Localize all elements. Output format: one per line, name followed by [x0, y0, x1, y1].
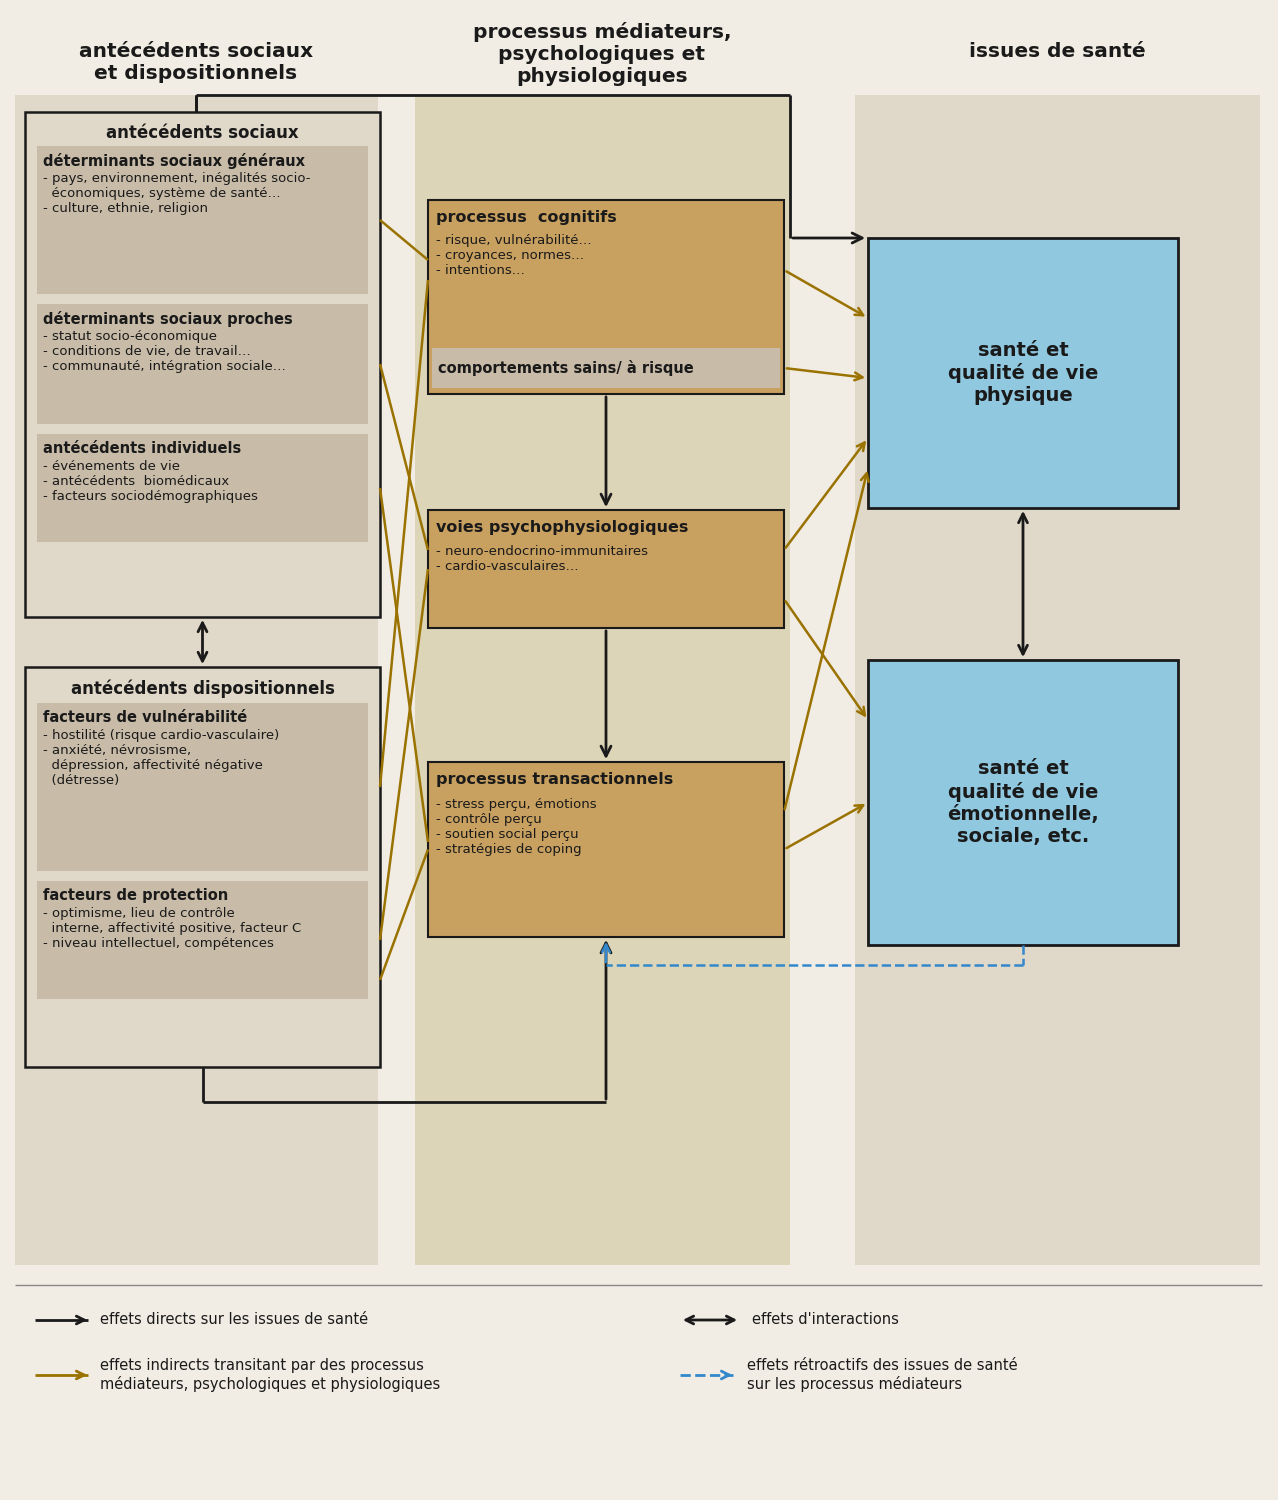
Text: processus transactionnels: processus transactionnels: [436, 772, 674, 788]
Bar: [37, 704, 368, 872]
Text: comportements sains/ à risque: comportements sains/ à risque: [438, 360, 694, 376]
Text: - stress perçu, émotions
- contrôle perçu
- soutien social perçu
- stratégies de: - stress perçu, émotions - contrôle perç…: [436, 798, 597, 856]
Text: antécédents dispositionnels: antécédents dispositionnels: [70, 680, 335, 698]
Text: effets rétroactifs des issues de santé
sur les processus médiateurs: effets rétroactifs des issues de santé s…: [748, 1358, 1017, 1392]
Text: antécédents individuels: antécédents individuels: [43, 441, 242, 456]
Text: - risque, vulnérabilité…
- croyances, normes…
- intentions…: - risque, vulnérabilité… - croyances, no…: [436, 234, 592, 278]
Text: effets d'interactions: effets d'interactions: [751, 1312, 898, 1328]
Text: santé et
qualité de vie
émotionnelle,
sociale, etc.: santé et qualité de vie émotionnelle, so…: [947, 759, 1099, 846]
Text: santé et
qualité de vie
physique: santé et qualité de vie physique: [948, 340, 1098, 405]
Text: - neuro-endocrino-immunitaires
- cardio-vasculaires…: - neuro-endocrino-immunitaires - cardio-…: [436, 544, 648, 573]
Bar: [37, 304, 368, 424]
Text: effets directs sur les issues de santé: effets directs sur les issues de santé: [100, 1312, 368, 1328]
Text: - pays, environnement, inégalités socio-
  économiques, système de santé…
- cult: - pays, environnement, inégalités socio-…: [43, 172, 311, 214]
Text: issues de santé: issues de santé: [969, 42, 1145, 62]
Text: processus  cognitifs: processus cognitifs: [436, 210, 617, 225]
Bar: [26, 112, 380, 616]
Text: antécédents sociaux: antécédents sociaux: [106, 124, 299, 142]
Bar: [415, 94, 790, 1264]
Text: antécédents sociaux
et dispositionnels: antécédents sociaux et dispositionnels: [79, 42, 313, 82]
Bar: [15, 94, 378, 1264]
Bar: [432, 348, 780, 388]
Bar: [37, 146, 368, 294]
Bar: [428, 510, 783, 628]
Text: déterminants sociaux proches: déterminants sociaux proches: [43, 310, 293, 327]
Bar: [26, 668, 380, 1066]
Bar: [428, 762, 783, 938]
Text: voies psychophysiologiques: voies psychophysiologiques: [436, 520, 689, 536]
Text: - hostilité (risque cardio-vasculaire)
- anxiété, névrosisme,
  dépression, affe: - hostilité (risque cardio-vasculaire) -…: [43, 729, 280, 788]
Bar: [868, 238, 1178, 509]
Text: facteurs de protection: facteurs de protection: [43, 888, 229, 903]
Text: facteurs de vulnérabilité: facteurs de vulnérabilité: [43, 710, 247, 724]
Text: - statut socio-économique
- conditions de vie, de travail…
- communauté, intégra: - statut socio-économique - conditions d…: [43, 330, 286, 374]
Text: effets indirects transitant par des processus
médiateurs, psychologiques et phys: effets indirects transitant par des proc…: [100, 1358, 440, 1392]
Text: déterminants sociaux généraux: déterminants sociaux généraux: [43, 153, 305, 170]
Text: - optimisme, lieu de contrôle
  interne, affectivité positive, facteur C
- nivea: - optimisme, lieu de contrôle interne, a…: [43, 908, 302, 950]
Bar: [37, 880, 368, 999]
Text: processus médiateurs,
psychologiques et
physiologiques: processus médiateurs, psychologiques et …: [473, 22, 731, 86]
Bar: [428, 200, 783, 394]
Bar: [855, 94, 1260, 1264]
Bar: [37, 433, 368, 542]
Bar: [868, 660, 1178, 945]
Text: - événements de vie
- antécédents  biomédicaux
- facteurs sociodémographiques: - événements de vie - antécédents bioméd…: [43, 460, 258, 503]
